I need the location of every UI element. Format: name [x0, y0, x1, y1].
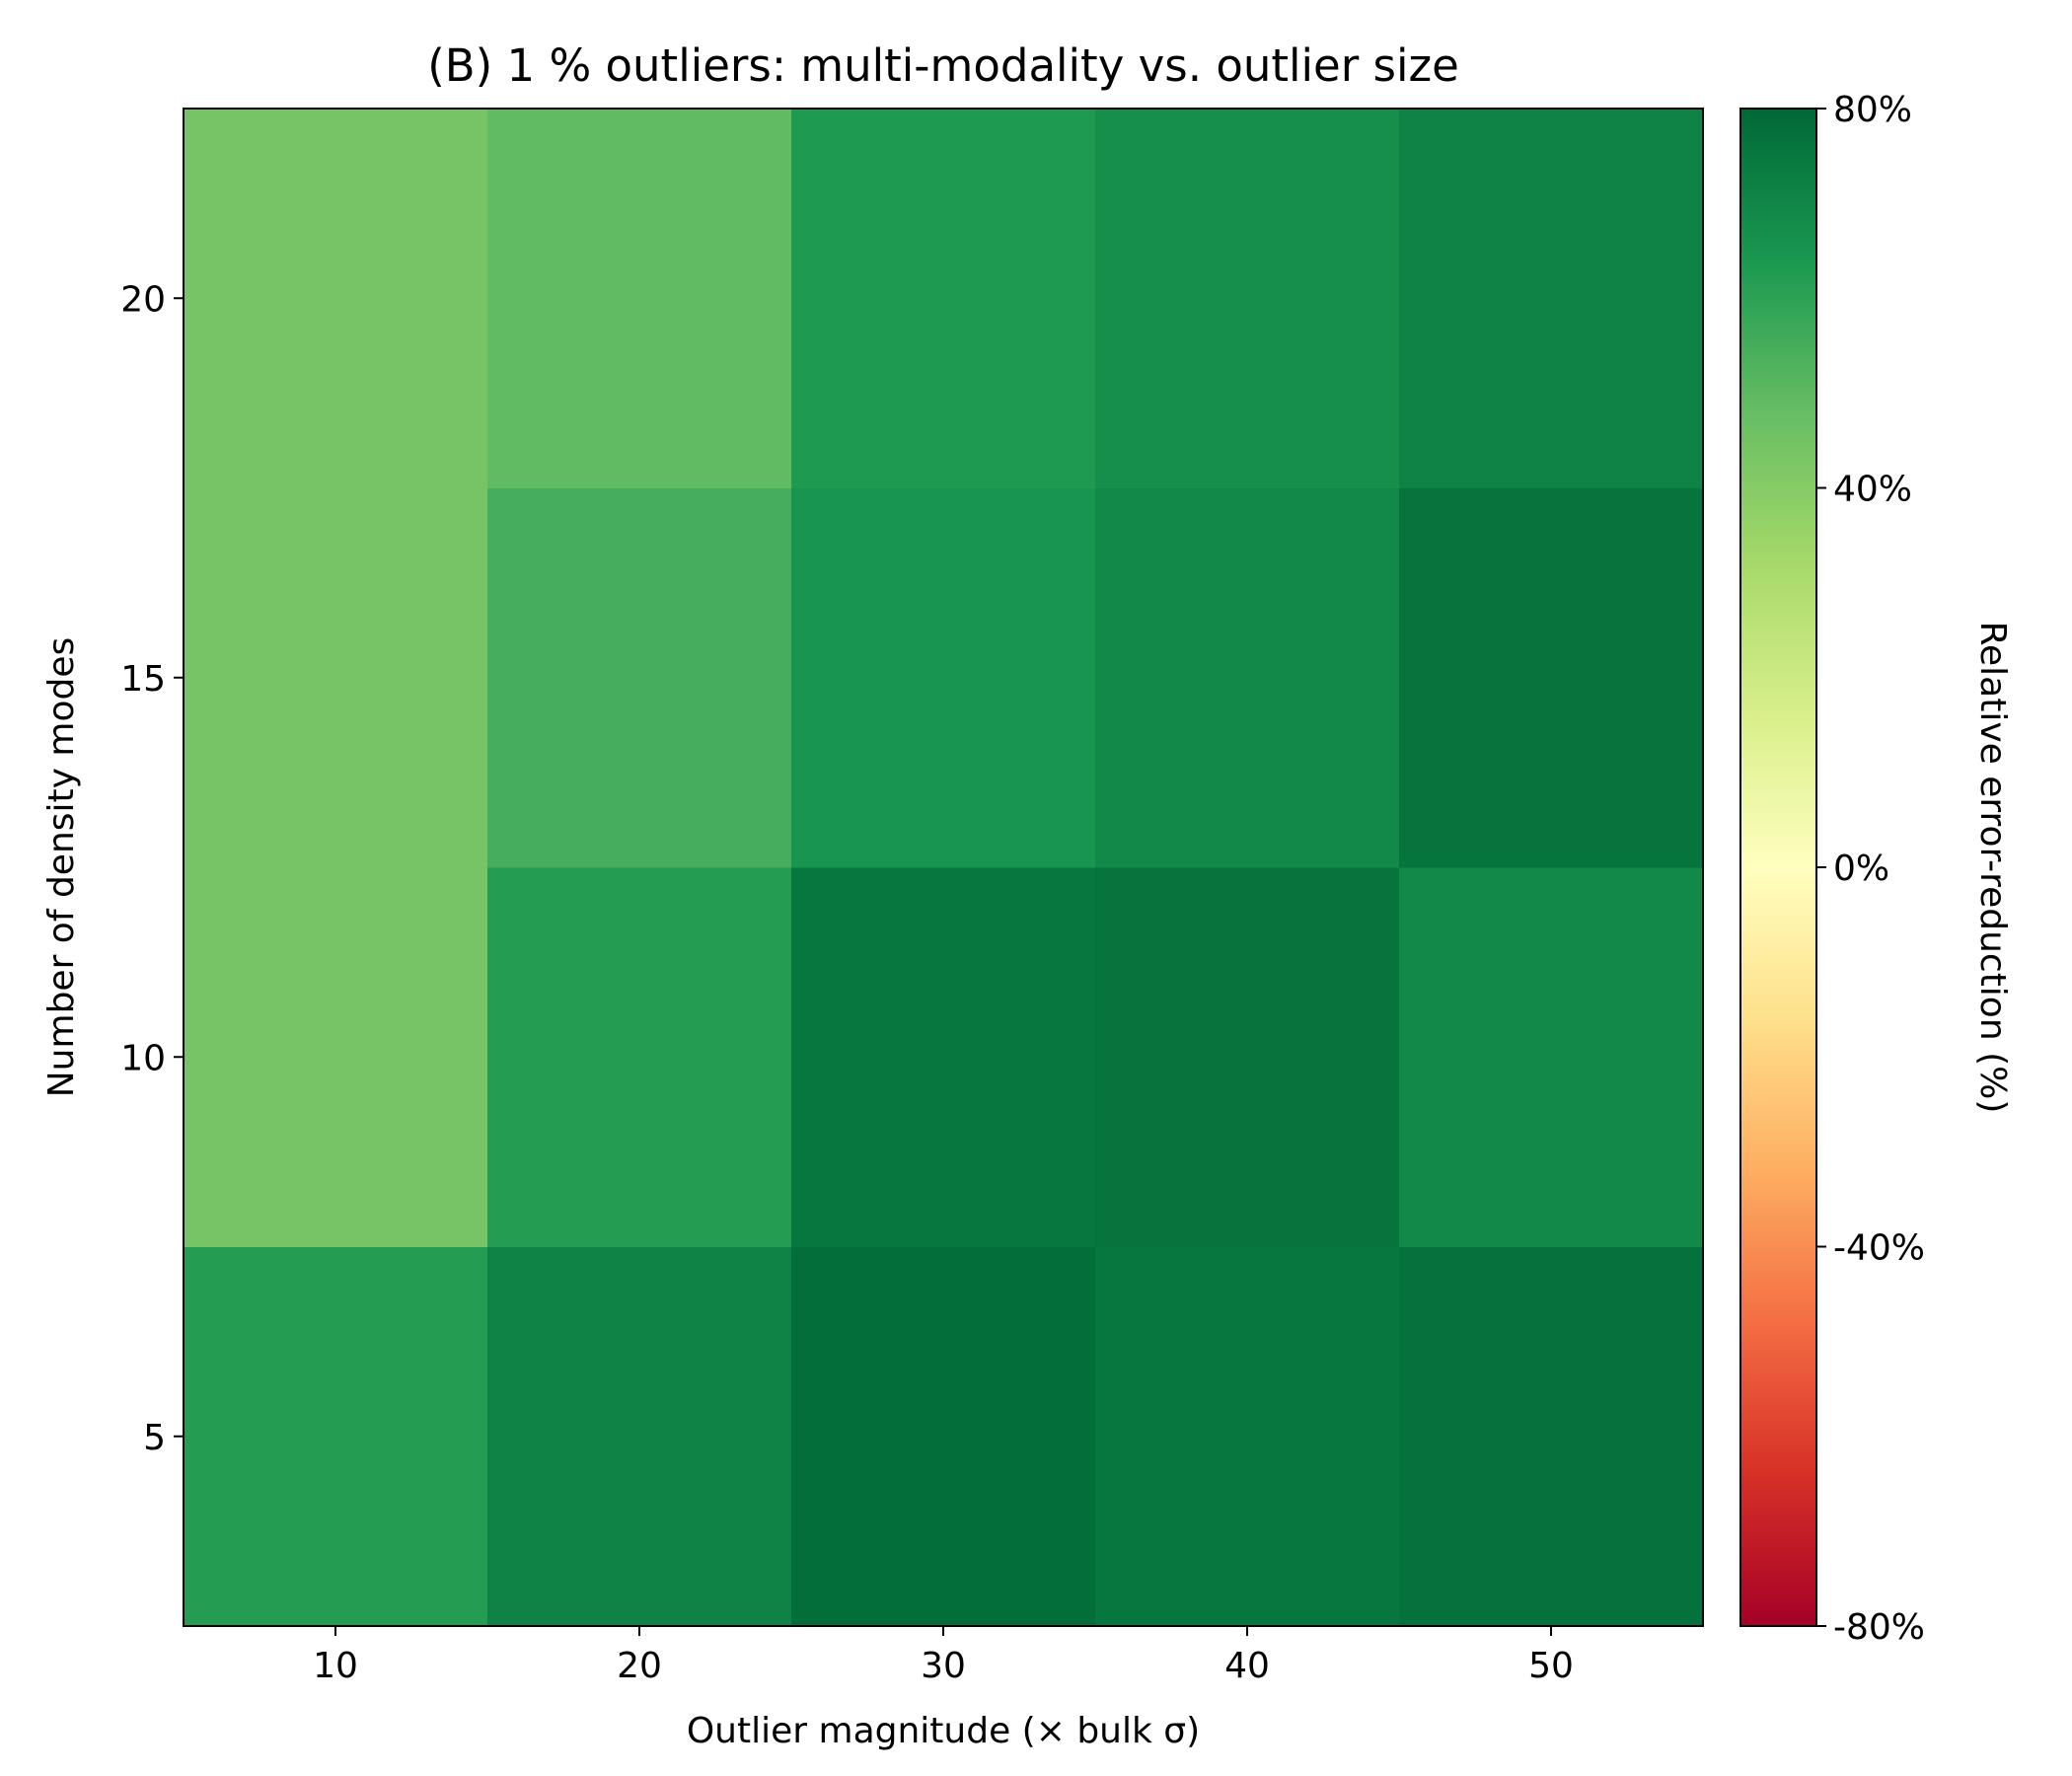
colorbar-tick-label: -40%: [1833, 1228, 1925, 1269]
heatmap-cells: [184, 109, 1704, 1627]
y-axis-ticks: 5 10 15 20: [120, 279, 184, 1458]
colorbar-tick-label: 0%: [1833, 849, 1889, 889]
y-axis-label: Number of density modes: [41, 637, 82, 1098]
heatmap-cell: [184, 109, 488, 488]
x-axis-label: Outlier magnitude (× bulk σ): [687, 1711, 1200, 1751]
heatmap-cell: [487, 867, 792, 1247]
colorbar-label: Relative error-reduction (%): [1972, 622, 2013, 1114]
x-tick-label: 20: [617, 1646, 662, 1686]
x-tick-label: 30: [921, 1646, 966, 1686]
heatmap-cell: [1399, 1246, 1704, 1627]
heatmap-cell: [1095, 1246, 1400, 1627]
colorbar-tick-label: 80%: [1833, 90, 1912, 130]
heatmap-cell: [1095, 109, 1400, 488]
y-tick-label: 20: [120, 279, 166, 320]
x-tick-label: 40: [1224, 1646, 1270, 1686]
heatmap-cell: [1399, 487, 1704, 868]
heatmap-cell: [487, 109, 792, 488]
heatmap-cell: [184, 1246, 488, 1627]
heatmap-cell: [791, 867, 1096, 1247]
heatmap-cell: [184, 867, 488, 1247]
heatmap-cell: [1399, 867, 1704, 1247]
heatmap-cell: [487, 1246, 792, 1627]
x-axis-ticks: 10 20 30 40 50: [313, 1626, 1574, 1686]
heatmap-cell: [1095, 867, 1400, 1247]
colorbar-tick-label: -80%: [1833, 1607, 1925, 1648]
chart-title: (B) 1 % outliers: multi-modality vs. out…: [427, 39, 1459, 92]
colorbar-tick-label: 40%: [1833, 470, 1912, 510]
x-tick-label: 50: [1528, 1646, 1574, 1686]
heatmap-cell: [791, 487, 1096, 868]
heatmap-cell: [1399, 109, 1704, 488]
colorbar-ticks: 80% 40% 0% -40% -80%: [1816, 90, 1925, 1648]
heatmap-cell: [487, 487, 792, 868]
x-tick-label: 10: [313, 1646, 358, 1686]
y-tick-label: 15: [120, 659, 166, 700]
y-tick-label: 5: [143, 1418, 166, 1458]
y-tick-label: 10: [120, 1038, 166, 1078]
colorbar: [1739, 108, 1817, 1627]
heatmap-cell: [1095, 487, 1400, 868]
heatmap-cell: [791, 109, 1096, 488]
heatmap-cell: [791, 1246, 1096, 1627]
heatmap-cell: [184, 487, 488, 868]
